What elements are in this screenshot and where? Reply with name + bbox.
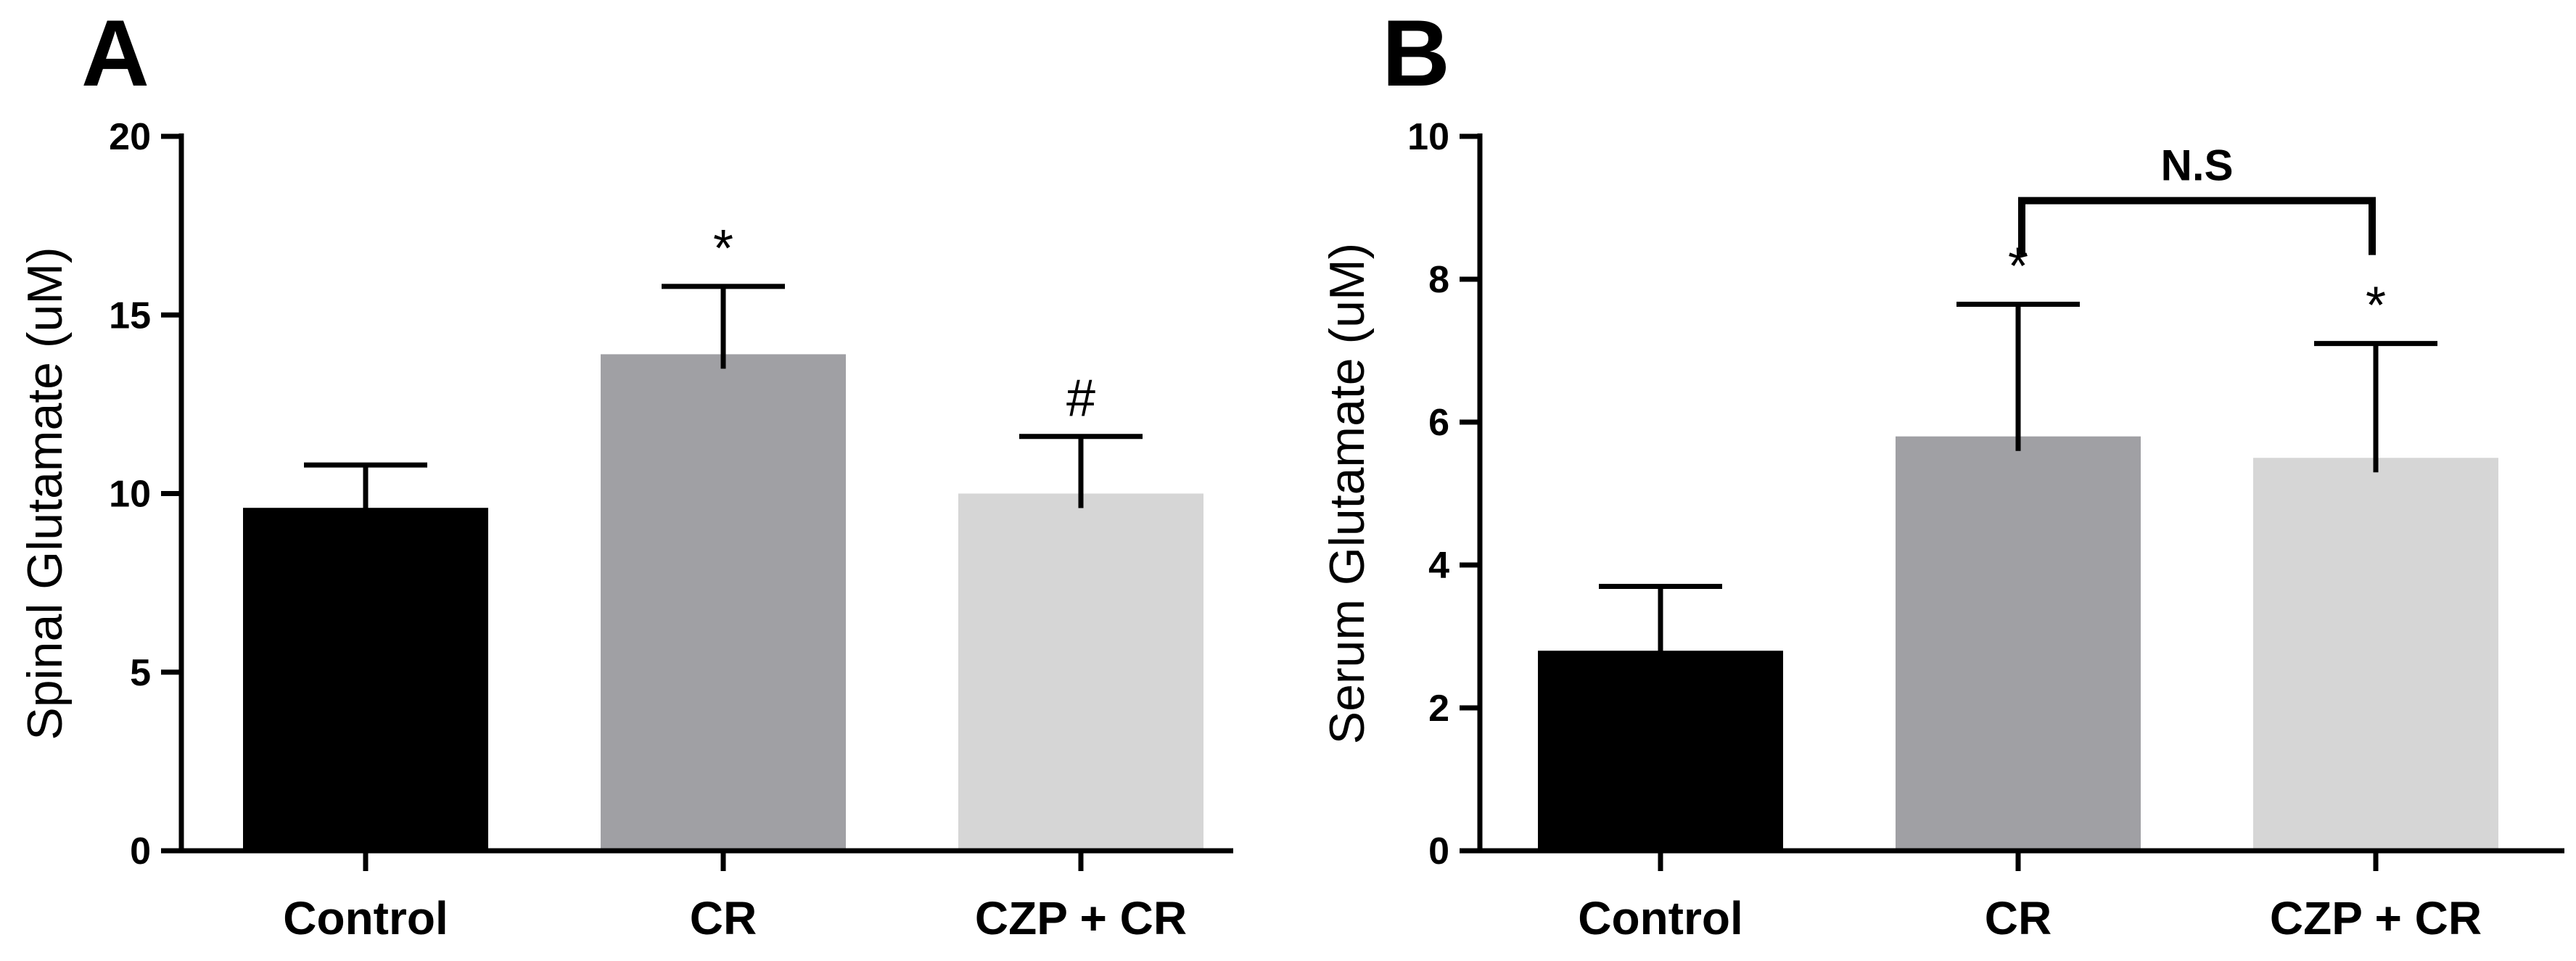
category-label: CR (690, 892, 757, 944)
significance-mark: * (2366, 277, 2386, 335)
category-label: CZP + CR (2270, 892, 2482, 944)
bar-cr (601, 354, 846, 851)
y-tick-label: 0 (1428, 830, 1449, 873)
bar-control (243, 508, 488, 851)
bar-control (1538, 651, 1783, 851)
y-axis-title: Spinal Glutamate (uM) (17, 247, 73, 740)
panel-a: A Spinal Glutamate (uM) Control CR * CZP + CR… (17, 0, 1233, 944)
y-tick-label: 15 (109, 294, 151, 337)
bar-czp-cr (2253, 458, 2498, 851)
category-label: CR (1985, 892, 2052, 944)
bar-czp-cr (958, 493, 1203, 851)
bracket-label: N.S (2160, 141, 2233, 190)
y-tick-label: 10 (109, 474, 151, 516)
y-tick-label: 8 (1428, 259, 1449, 301)
category-label: Control (283, 892, 448, 944)
y-tick-label: 20 (109, 116, 151, 158)
y-axis-title: Serum Glutamate (uM) (1320, 243, 1375, 745)
y-tick-label: 4 (1428, 545, 1449, 587)
y-tick-label: 5 (130, 652, 151, 694)
significance-mark: # (1066, 370, 1095, 428)
bar-cr (1896, 436, 2141, 851)
category-label: Control (1578, 892, 1743, 944)
significance-mark: * (713, 220, 733, 278)
y-tick-label: 0 (130, 830, 151, 873)
y-tick-label: 2 (1428, 688, 1449, 730)
y-tick-label: 10 (1407, 116, 1449, 158)
comparison-bracket (2018, 197, 2376, 255)
panel-letter: A (81, 0, 149, 106)
panel-letter: B (1382, 0, 1450, 106)
y-tick-label: 6 (1428, 402, 1449, 444)
category-label: CZP + CR (975, 892, 1187, 944)
